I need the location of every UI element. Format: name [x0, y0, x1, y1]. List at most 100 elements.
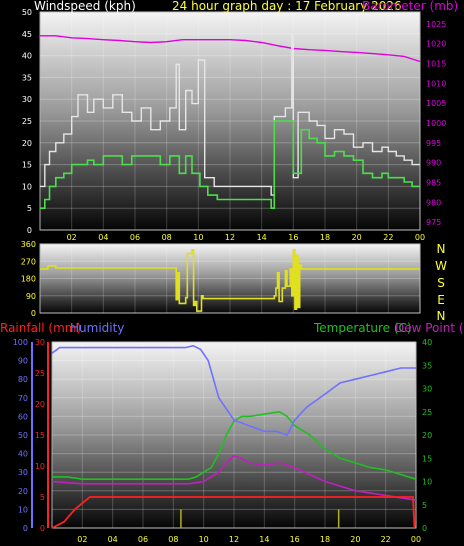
humidity-tick-label: 60	[18, 412, 28, 421]
x-tick-label: 02	[77, 535, 87, 544]
x-tick-label: 06	[130, 233, 140, 242]
x-tick-label: 08	[168, 535, 178, 544]
x-tick-label: 04	[98, 233, 108, 242]
y-tick-label: 50	[22, 8, 32, 17]
baro-axis-label: Barometer (mb)	[362, 0, 458, 13]
top-series	[40, 33, 421, 209]
windspeed-line	[40, 120, 420, 209]
y-tick-label: 5	[27, 204, 32, 213]
y-tick-label: 20	[22, 139, 32, 148]
x-tick-label: 18	[320, 535, 330, 544]
temp-tick-label: 30	[422, 385, 432, 394]
y-tick-label: 270	[21, 257, 36, 266]
barometer-line	[40, 35, 421, 63]
x-tick-label: 00	[415, 233, 425, 242]
x-tick-label: 20	[350, 535, 360, 544]
top-left-ticks: 0 5 10 15 20 25 30 35 40 45 50	[22, 8, 32, 235]
x-tick-label: 06	[138, 535, 148, 544]
y-right-tick-label: 990	[426, 159, 441, 168]
y-tick-label: 35	[22, 73, 32, 82]
y-tick-label: 180	[21, 275, 36, 284]
direction-ticks: 0 90 180 270 360	[21, 240, 36, 318]
temperature-line	[52, 410, 417, 481]
y-tick-label: 40	[22, 52, 32, 61]
y-tick-label: 25	[22, 117, 32, 126]
direction-series	[40, 249, 420, 312]
temp-axis-label: Temperature (C)	[313, 321, 412, 335]
temp-tick-label: 10	[422, 478, 432, 487]
y-right-tick-label: 975	[426, 218, 441, 227]
x-tick-label: 04	[108, 535, 118, 544]
x-tick-label: 14	[257, 233, 267, 242]
x-tick-label: 10	[193, 233, 203, 242]
direction-chart: 0 90 180 270 360 N W S E N	[21, 240, 447, 323]
x-tick-label: 22	[381, 535, 391, 544]
humidity-tick-label: 30	[18, 468, 28, 477]
humidity-tick-label: 0	[23, 524, 28, 533]
y-right-tick-label: 1005	[426, 99, 446, 108]
x-tick-label: 12	[225, 233, 235, 242]
humidity-line	[51, 344, 416, 436]
rain-axis-label: Rainfall (mm)	[0, 321, 81, 335]
top-x-ticks: 02 04 06 08 10 12 14 16 18 20 22 00	[67, 233, 426, 242]
rain-tick-label: 25	[35, 369, 45, 378]
humidity-tick-label: 90	[18, 357, 28, 366]
humidity-tick-label: 20	[18, 487, 28, 496]
x-tick-label: 08	[162, 233, 172, 242]
x-tick-label: 16	[288, 233, 298, 242]
temp-tick-label: 20	[422, 431, 432, 440]
gust-line	[40, 33, 420, 196]
rain-tick-label: 0	[40, 524, 45, 533]
compass-label: S	[437, 276, 445, 290]
humidity-axis-label: Humidity	[70, 321, 124, 335]
bottom-chart: 0102030405060708090100051015202530051015…	[0, 321, 464, 544]
bottom-series	[51, 344, 417, 529]
dew-point-line	[51, 454, 417, 501]
compass-labels: N W S E N	[435, 242, 447, 323]
top-right-ticks: 975 980 985 990 995 1000 1005 1010 1015 1020 1025	[426, 20, 446, 227]
rain-tick-label: 30	[35, 338, 45, 347]
x-tick-label: 22	[383, 233, 393, 242]
x-tick-label: 02	[67, 233, 77, 242]
y-tick-label: 10	[22, 182, 32, 191]
y-tick-label: 0	[31, 309, 36, 318]
y-right-tick-label: 1000	[426, 119, 446, 128]
rainfall-line	[51, 496, 416, 529]
x-tick-label: 16	[290, 535, 300, 544]
y-right-tick-label: 995	[426, 139, 441, 148]
rain-tick-label: 10	[35, 462, 45, 471]
y-tick-label: 0	[27, 226, 32, 235]
compass-label: N	[437, 242, 446, 256]
x-tick-label: 20	[352, 233, 362, 242]
humidity-tick-label: 80	[18, 375, 28, 384]
y-right-tick-label: 1020	[426, 40, 446, 49]
temp-tick-label: 40	[422, 338, 432, 347]
temp-tick-label: 15	[422, 454, 432, 463]
direction-plot-area	[39, 243, 421, 314]
y-tick-label: 360	[21, 240, 36, 249]
rain-tick-label: 20	[35, 400, 45, 409]
y-right-tick-label: 985	[426, 178, 441, 187]
graph-title: 24 hour graph day : 17 February 2026	[172, 0, 402, 13]
humidity-tick-label: 50	[18, 431, 28, 440]
y-right-tick-label: 1010	[426, 79, 446, 88]
y-right-tick-label: 980	[426, 198, 441, 207]
rain-tick-label: 5	[40, 493, 45, 502]
direction-grid	[40, 243, 421, 314]
y-tick-label: 45	[22, 30, 32, 39]
compass-label: E	[437, 293, 445, 307]
y-right-tick-label: 1015	[426, 60, 446, 69]
humidity-tick-label: 10	[18, 505, 28, 514]
y-right-tick-label: 1025	[426, 20, 446, 29]
y-tick-label: 30	[22, 95, 32, 104]
x-tick-label: 18	[320, 233, 330, 242]
bottom-ticks: 0102030405060708090100051015202530051015…	[13, 338, 432, 544]
compass-label: W	[435, 259, 447, 273]
direction-line	[40, 249, 420, 312]
dew-axis-label: Dew Point (C)	[395, 321, 464, 335]
top-plot-area	[39, 11, 421, 231]
x-tick-label: 00	[411, 535, 421, 544]
temp-tick-label: 5	[422, 501, 427, 510]
y-tick-label: 15	[22, 161, 32, 170]
